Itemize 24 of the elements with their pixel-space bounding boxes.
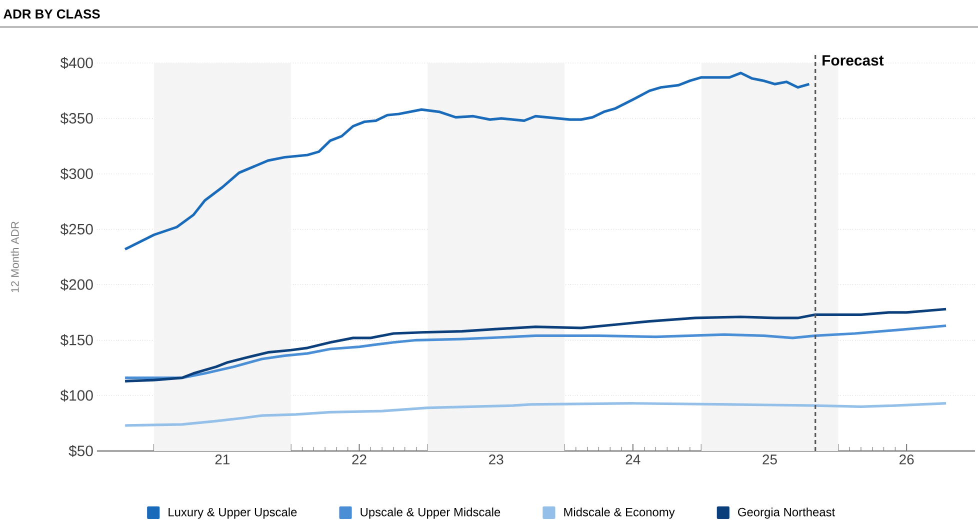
y-tick-label: $300: [60, 168, 93, 180]
y-tick-label: $350: [60, 112, 93, 124]
y-tick-label: $100: [60, 390, 93, 402]
x-tick-label: 26: [900, 454, 914, 464]
legend-label: Midscale & Economy: [564, 508, 675, 519]
x-tick-label: 24: [626, 454, 640, 464]
legend-label: Luxury & Upper Upscale: [168, 508, 297, 519]
legend-label: Upscale & Upper Midscale: [360, 508, 500, 519]
ref-line-label: Forecast: [822, 55, 884, 66]
x-tick-label: 22: [352, 454, 366, 464]
y-tick-label: $200: [60, 278, 93, 291]
y-tick-label: $150: [60, 334, 93, 346]
y-axis-title: 12 Month ADR: [10, 222, 19, 292]
y-tick-label: $50: [68, 444, 93, 458]
legend-label: Georgia Northeast: [738, 508, 836, 519]
x-tick-label: 21: [215, 454, 230, 464]
chart-title: ADR BY CLASS: [4, 9, 100, 19]
x-tick-label: 25: [762, 454, 777, 464]
y-tick-label: $250: [60, 223, 93, 236]
x-tick-label: 23: [489, 454, 504, 464]
line-series: [124, 402, 948, 427]
y-tick-label: $400: [60, 56, 93, 70]
line-series: [124, 72, 811, 251]
line-series: [124, 308, 948, 382]
